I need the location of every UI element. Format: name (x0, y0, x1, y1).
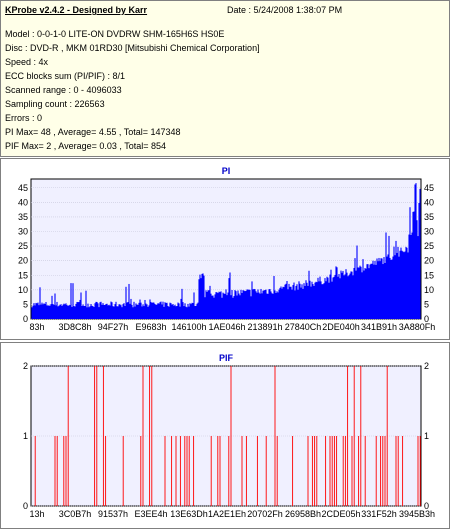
pi-summary-line: PI Max= 48 , Average= 4.55 , Total= 1473… (5, 127, 181, 137)
ecc-line: ECC blocks sum (PI/PIF) : 8/1 (5, 71, 126, 81)
y-tick-label-right: 25 (424, 241, 434, 251)
y-tick-label-right: 0 (424, 314, 429, 324)
x-tick-label: 213891h (247, 322, 282, 332)
y-tick-label-left: 0 (23, 501, 28, 511)
x-tick-label: 83h (29, 322, 44, 332)
pif-chart-panel: PIF 0 0 1 1 2 2 13h 3C0B7h 91537h E3EE4h 13E63Dh 1A2… (0, 342, 450, 529)
y-tick-label-left: 10 (18, 285, 28, 295)
y-tick-label-right: 45 (424, 183, 434, 193)
pif-summary-line: PIF Max= 2 , Average= 0.03 , Total= 854 (5, 141, 167, 151)
y-tick-label-left: 35 (18, 212, 28, 222)
app-title: KProbe v2.4.2 - Designed by Karr (5, 5, 148, 15)
speed-line: Speed : 4x (5, 57, 49, 67)
y-tick-label-left: 40 (18, 197, 28, 207)
y-tick-label-right: 20 (424, 256, 434, 266)
y-tick-label-left: 45 (18, 183, 28, 193)
y-tick-label-right: 35 (424, 212, 434, 222)
x-tick-label: 20702Fh (247, 509, 283, 519)
x-tick-label: 13E63Dh (170, 509, 208, 519)
x-tick-label: 3945B3h (399, 509, 435, 519)
x-tick-label: 91537h (98, 509, 128, 519)
x-tick-label: 3C0B7h (59, 509, 92, 519)
y-tick-label-left: 0 (23, 314, 28, 324)
x-tick-label: E3EE4h (134, 509, 167, 519)
y-tick-label-right: 40 (424, 197, 434, 207)
chart-title: PI (222, 166, 231, 176)
y-tick-label-left: 1 (23, 431, 28, 441)
scan-date: Date : 5/24/2008 1:38:07 PM (227, 5, 343, 15)
pif-chart: PIF 0 0 1 1 2 2 13h 3C0B7h 91537h E3EE4h 13E63Dh 1A2… (23, 353, 435, 519)
y-tick-label-left: 20 (18, 256, 28, 266)
x-tick-label: 26958Bh (285, 509, 321, 519)
model-line: Model : 0-0-1-0 LITE-ON DVDRW SHM-165H6S… (5, 29, 225, 39)
data-trace (34, 366, 421, 506)
y-tick-label-left: 5 (23, 299, 28, 309)
y-tick-label-left: 30 (18, 227, 28, 237)
pi-chart-panel: PI 0 0 5 5 10 10 15 15 20 20 25 25 30 30 35 35 40 40 45 45 83… (0, 158, 450, 340)
x-tick-label: 27840Ch (285, 322, 322, 332)
x-tick-label: 146100h (171, 322, 206, 332)
y-tick-label-right: 1 (424, 431, 429, 441)
x-tick-label: 13h (29, 509, 44, 519)
data-trace (31, 183, 421, 319)
y-tick-label-left: 2 (23, 361, 28, 371)
sampling-line: Sampling count : 226563 (5, 99, 105, 109)
y-tick-label-right: 2 (424, 361, 429, 371)
errors-line: Errors : 0 (5, 113, 43, 123)
x-tick-label: E9683h (135, 322, 166, 332)
range-line: Scanned range : 0 - 4096033 (5, 85, 122, 95)
info-panel: KProbe v2.4.2 - Designed by Karr Date : … (0, 0, 450, 157)
y-tick-label-right: 30 (424, 227, 434, 237)
x-tick-label: 1AE046h (208, 322, 245, 332)
x-tick-label: 2CDE05h (321, 509, 360, 519)
pi-chart: PI 0 0 5 5 10 10 15 15 20 20 25 25 30 30 35 35 40 40 45 45 83… (18, 166, 436, 332)
x-tick-label: 3D8C8h (58, 322, 91, 332)
x-tick-label: 3A880Fh (399, 322, 436, 332)
x-tick-label: 341B91h (361, 322, 397, 332)
y-tick-label-right: 0 (424, 501, 429, 511)
x-tick-label: 331F52h (361, 509, 397, 519)
y-tick-label-right: 15 (424, 270, 434, 280)
y-tick-label-left: 15 (18, 270, 28, 280)
chart-title: PIF (219, 353, 234, 363)
y-tick-label-right: 5 (424, 299, 429, 309)
disc-line: Disc : DVD-R , MKM 01RD30 [Mitsubishi Ch… (5, 43, 260, 53)
x-tick-label: 2DE040h (322, 322, 360, 332)
x-tick-label: 94F27h (98, 322, 129, 332)
x-tick-label: 1A2E1Eh (208, 509, 246, 519)
y-tick-label-left: 25 (18, 241, 28, 251)
y-tick-label-right: 10 (424, 285, 434, 295)
